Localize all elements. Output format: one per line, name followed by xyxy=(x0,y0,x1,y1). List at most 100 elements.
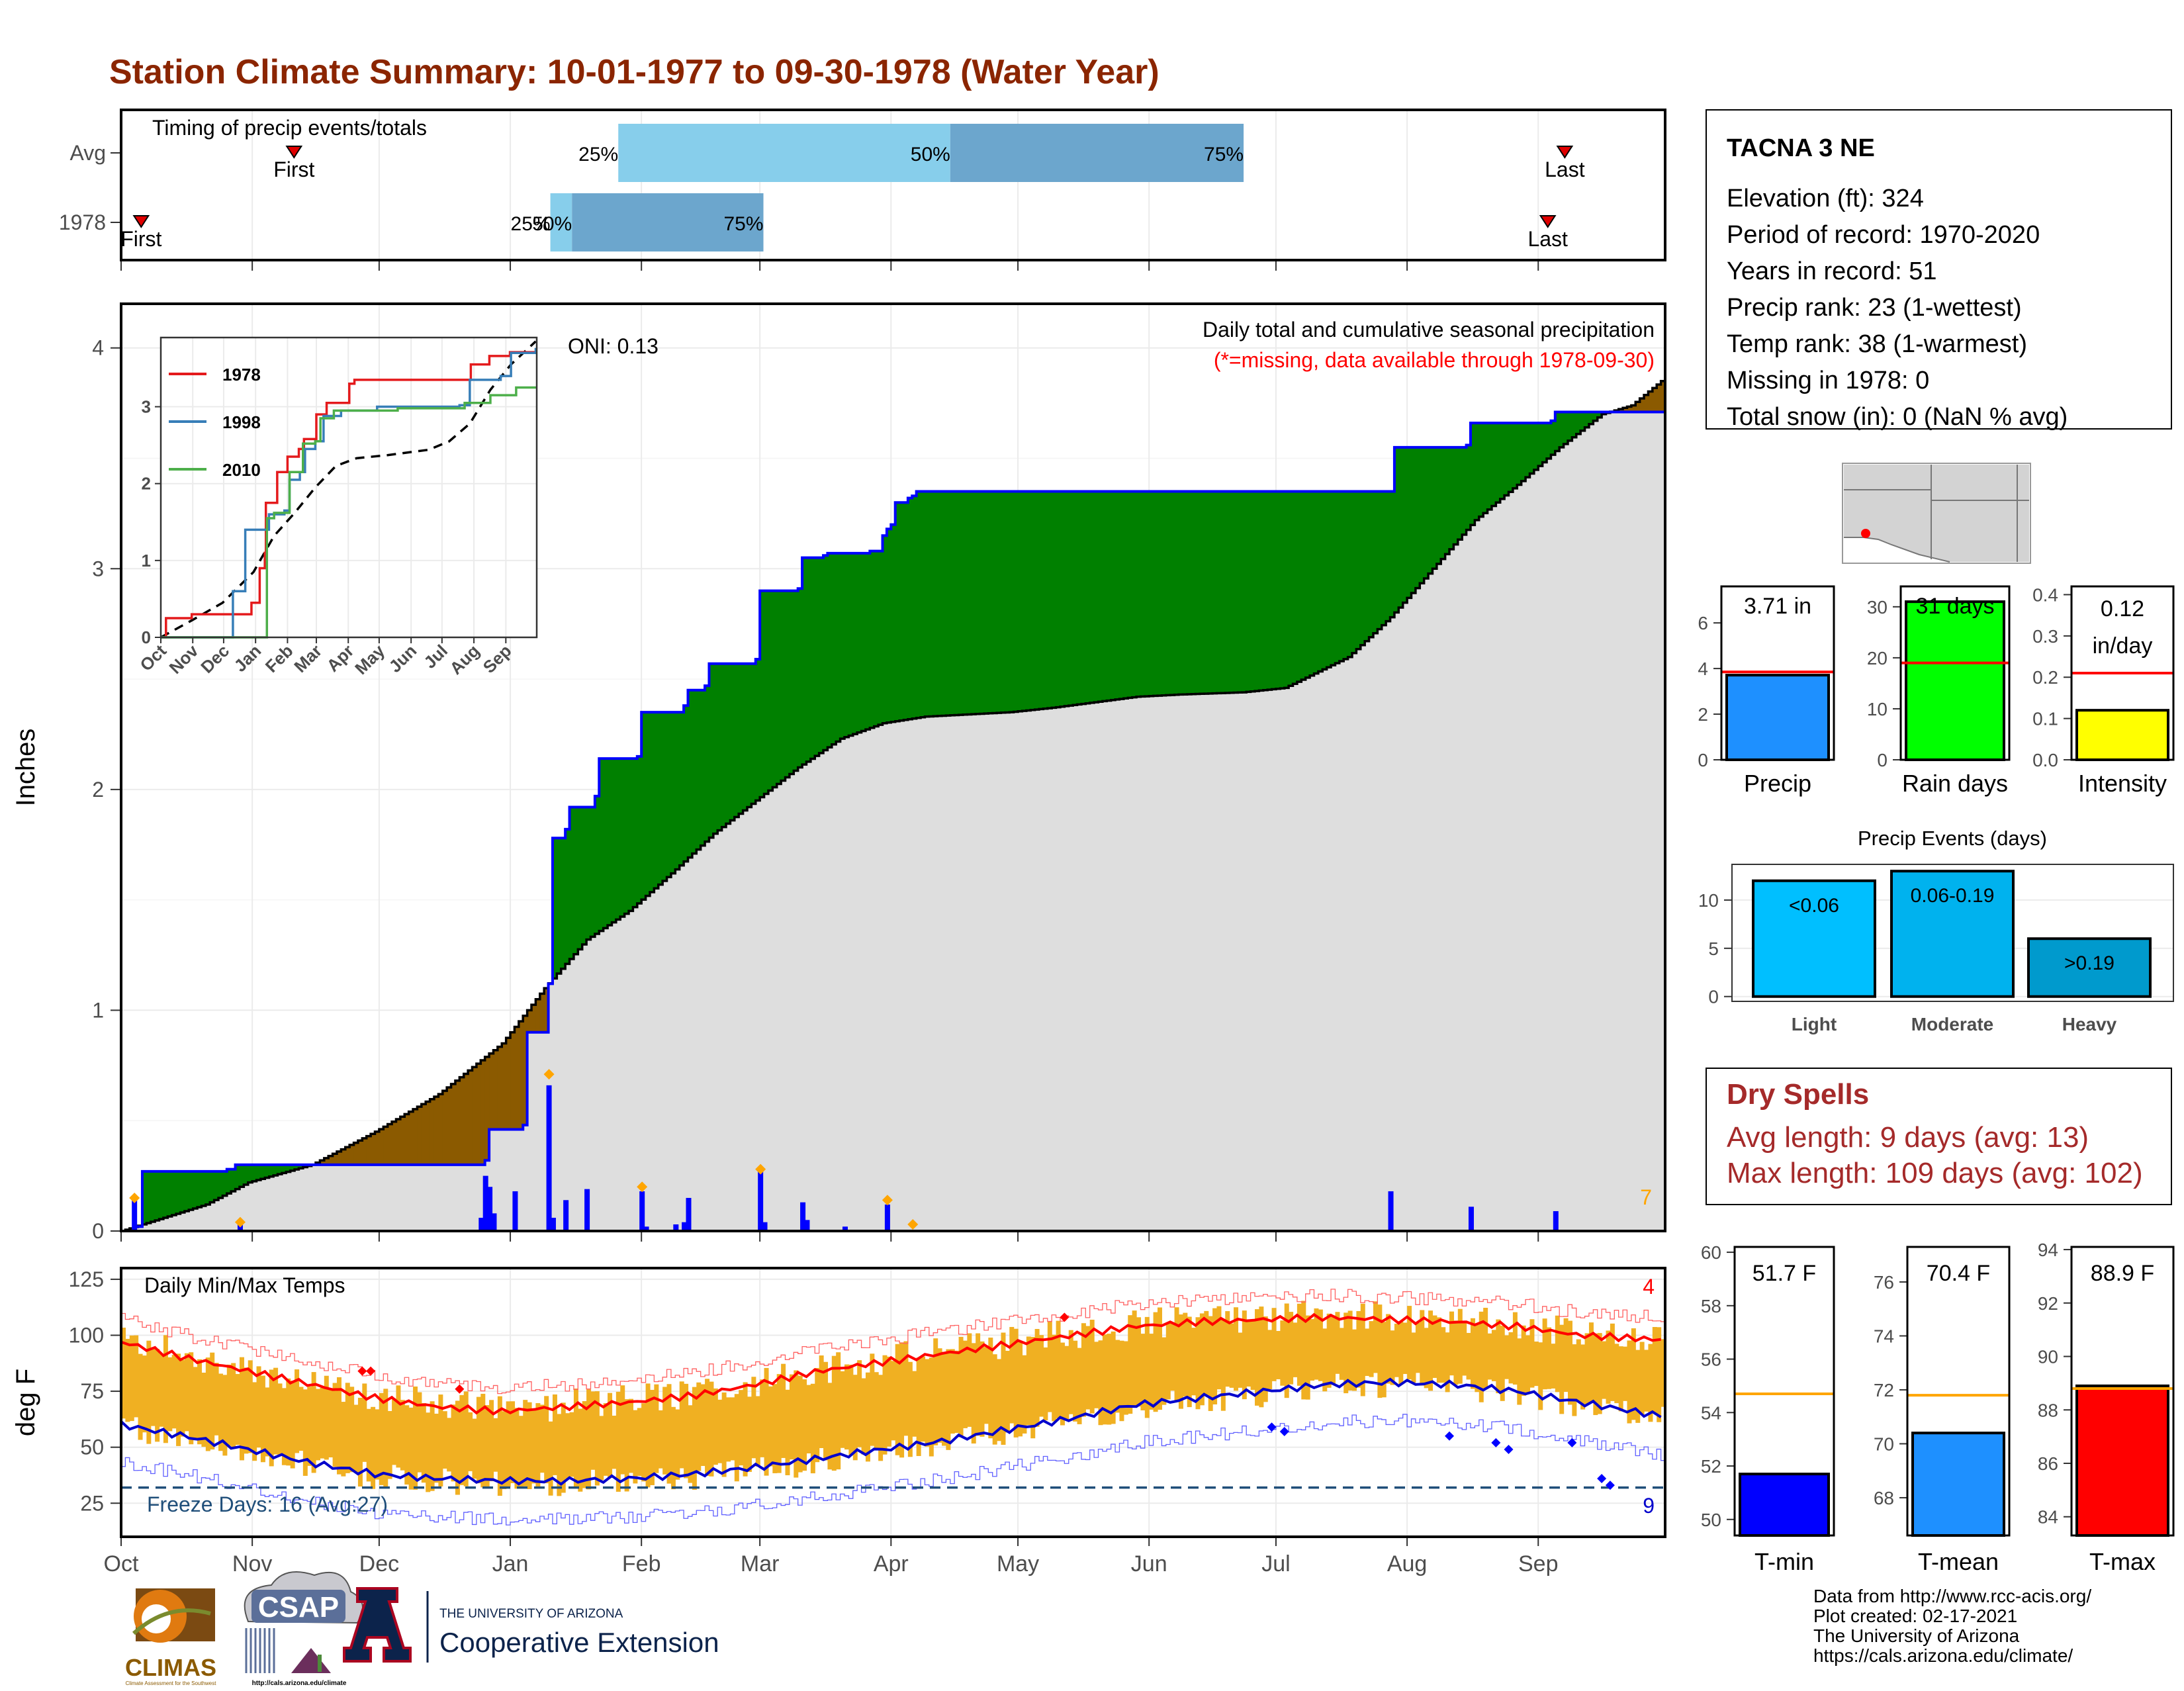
surplus-band xyxy=(210,1171,214,1203)
surplus-band xyxy=(1318,492,1323,672)
surplus-band xyxy=(1230,492,1234,693)
surplus-band xyxy=(1140,492,1145,697)
surplus-band xyxy=(1483,423,1488,513)
value-label: 3.71 in xyxy=(1744,594,1811,619)
y-tick-label: 100 xyxy=(69,1324,104,1348)
daily-temp-range-bar xyxy=(206,1357,210,1451)
y-tick-label: 0 xyxy=(92,1219,104,1243)
month-tick-label: Oct xyxy=(104,1551,139,1577)
daily-temp-range-bar xyxy=(328,1390,333,1457)
category-label: T-min xyxy=(1754,1548,1814,1575)
daily-temp-range-bar xyxy=(130,1336,134,1421)
surplus-band xyxy=(1052,492,1056,708)
daily-temp-range-bar xyxy=(1014,1329,1019,1438)
daily-precip-bar xyxy=(547,1085,552,1231)
label-75pct: 75% xyxy=(1204,144,1244,165)
daily-temp-range-bar xyxy=(286,1379,291,1465)
surplus-band xyxy=(739,664,743,814)
daily-temp-range-bar xyxy=(527,1402,532,1489)
daily-temp-range-bar xyxy=(1640,1342,1645,1414)
daily-temp-range-bar xyxy=(197,1359,202,1444)
surplus-band xyxy=(1216,492,1221,694)
label-50pct: 50% xyxy=(532,213,572,235)
y-tick-label: 10 xyxy=(1698,890,1719,911)
summary-bar xyxy=(2077,710,2168,760)
daily-temp-range-bar xyxy=(1356,1311,1361,1388)
daily-temp-range-bar xyxy=(426,1412,430,1492)
daily-temp-range-bar xyxy=(908,1362,913,1457)
daily-temp-range-bar xyxy=(1369,1321,1374,1377)
daily-temp-range-bar xyxy=(925,1359,929,1447)
daily-temp-range-bar xyxy=(493,1418,498,1472)
surplus-band xyxy=(1293,492,1298,684)
surplus-band xyxy=(1453,447,1458,545)
daily-temp-range-bar xyxy=(1619,1346,1623,1411)
daily-temp-range-bar xyxy=(862,1378,866,1454)
daily-temp-range-bar xyxy=(747,1396,752,1472)
daily-temp-range-bar xyxy=(320,1388,324,1459)
daily-temp-range-bar xyxy=(1238,1333,1242,1388)
daily-temp-range-bar xyxy=(848,1365,853,1455)
surplus-band xyxy=(786,591,790,778)
daily-temp-range-bar xyxy=(257,1366,261,1447)
daily-temp-range-bar xyxy=(1348,1310,1353,1390)
daily-temp-range-bar xyxy=(599,1416,604,1480)
daily-temp-range-bar xyxy=(988,1338,993,1438)
surplus-band xyxy=(883,535,887,723)
surplus-band xyxy=(1149,492,1154,696)
surplus-band xyxy=(903,502,908,720)
daily-temp-range-bar xyxy=(823,1362,828,1461)
deficit-band xyxy=(358,1140,363,1165)
daily-temp-range-bar xyxy=(1492,1330,1496,1381)
surplus-band xyxy=(1001,492,1005,713)
surplus-band xyxy=(827,553,832,747)
y-tick-label: 76 xyxy=(1874,1272,1894,1293)
surplus-band xyxy=(891,525,895,722)
daily-temp-range-bar xyxy=(523,1400,527,1486)
surplus-band xyxy=(1191,492,1196,694)
daily-temp-range-bar xyxy=(159,1354,164,1427)
surplus-band xyxy=(717,664,722,831)
daily-temp-range-bar xyxy=(950,1349,955,1434)
daily-temp-range-bar xyxy=(1534,1342,1539,1386)
y-tick-label: 58 xyxy=(1701,1296,1721,1316)
y-tick-label: 0.3 xyxy=(2032,626,2058,647)
surplus-band xyxy=(1403,447,1408,603)
surplus-band xyxy=(1246,492,1251,692)
daily-temp-range-bar xyxy=(1149,1334,1154,1410)
surplus-band xyxy=(684,706,688,862)
daily-temp-range-bar xyxy=(883,1355,887,1455)
surplus-band xyxy=(1145,492,1150,697)
daily-temp-range-bar xyxy=(1467,1333,1471,1379)
surplus-band xyxy=(176,1171,181,1214)
daily-temp-range-bar xyxy=(1602,1342,1606,1399)
surplus-band xyxy=(705,686,709,842)
daily-temp-range-bar xyxy=(392,1398,396,1465)
daily-temp-range-bar xyxy=(1614,1344,1619,1403)
daily-temp-range-bar xyxy=(354,1405,359,1473)
daily-temp-range-bar xyxy=(1432,1316,1437,1378)
deficit-band xyxy=(375,1132,380,1165)
daily-temp-range-bar xyxy=(189,1352,193,1444)
daily-temp-range-bar xyxy=(379,1393,384,1485)
daily-temp-range-bar xyxy=(709,1382,713,1477)
surplus-band xyxy=(1196,492,1201,694)
daily-temp-range-bar xyxy=(1119,1341,1124,1422)
summary-bar xyxy=(1913,1433,2004,1535)
surplus-band xyxy=(1348,492,1353,657)
daily-temp-range-bar xyxy=(333,1383,338,1467)
deficit-band xyxy=(426,1102,430,1165)
deficit-band xyxy=(480,1060,485,1165)
daily-temp-range-bar xyxy=(717,1400,722,1463)
daily-temp-range-bar xyxy=(887,1357,891,1447)
legend-label: 1978 xyxy=(222,365,261,385)
event-bar-label: 0.06-0.19 xyxy=(1911,885,1995,907)
daily-temp-range-bar xyxy=(1437,1317,1441,1383)
y-tick-label: 125 xyxy=(69,1267,104,1291)
daily-temp-range-bar xyxy=(1154,1312,1158,1412)
value-label: 51.7 F xyxy=(1752,1261,1816,1286)
surplus-band xyxy=(629,758,633,911)
surplus-band xyxy=(1398,447,1403,608)
